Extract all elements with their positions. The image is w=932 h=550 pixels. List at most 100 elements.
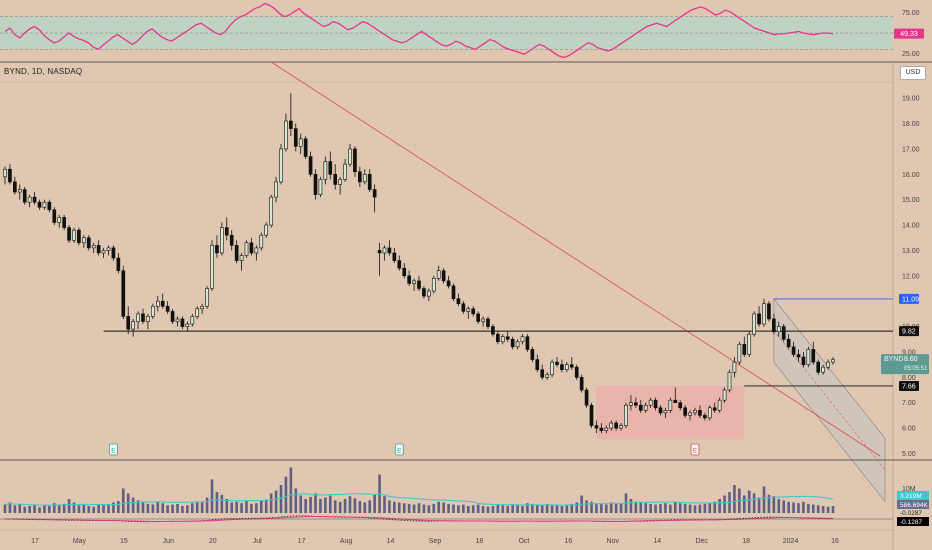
- volume-bar: [476, 504, 480, 513]
- rsi-tick-label: 75.00: [902, 10, 920, 17]
- candle-body: [170, 311, 175, 322]
- candle-body: [451, 285, 456, 299]
- currency-selector[interactable]: USD: [900, 66, 926, 80]
- volume-bar: [521, 506, 524, 513]
- volume-bar: [393, 501, 396, 513]
- volume-bar: [324, 497, 327, 513]
- candle-body: [32, 196, 37, 203]
- volume-bar: [422, 504, 426, 513]
- time-tick-label: 18: [742, 538, 750, 545]
- volume-bar: [609, 502, 613, 513]
- volume-bar: [348, 496, 352, 513]
- candle-body: [643, 404, 648, 411]
- candle-body: [303, 138, 308, 157]
- volume-bar: [388, 500, 391, 513]
- volume-bar: [264, 499, 268, 513]
- volume-bar: [225, 499, 229, 513]
- candle-body: [205, 288, 209, 307]
- candle-body: [446, 280, 451, 287]
- candle-body: [496, 333, 500, 343]
- candle-body: [486, 318, 490, 327]
- candle-body: [441, 270, 446, 282]
- candle-body: [772, 318, 776, 332]
- volume-bar: [240, 503, 243, 513]
- volume-bar: [826, 506, 830, 513]
- volume-bar: [151, 504, 155, 513]
- macd-badge: [897, 509, 929, 517]
- volume-bar: [181, 506, 184, 513]
- volume-bar: [762, 486, 766, 513]
- volume-bar: [452, 504, 455, 513]
- volume-bar: [43, 505, 46, 513]
- candle-body: [392, 252, 397, 261]
- price-tick-label: 13.00: [902, 248, 920, 255]
- time-tick-label: Jul: [253, 538, 262, 545]
- candle-body: [683, 407, 687, 416]
- candle-body: [481, 318, 485, 322]
- candle-body: [155, 300, 160, 307]
- price-tick-label: 8.00: [902, 375, 916, 382]
- trendline: [270, 61, 881, 457]
- volume-bar: [747, 490, 751, 513]
- candle-body: [693, 410, 697, 414]
- candle-body: [72, 229, 76, 241]
- candle-body: [328, 161, 333, 175]
- candle-body: [358, 171, 362, 183]
- candle-body: [791, 346, 796, 355]
- symbol-title: BYND, 1D, NASDAQ: [4, 67, 83, 76]
- candle-body: [530, 349, 535, 360]
- candle-body: [555, 361, 559, 365]
- volume-bar: [831, 506, 835, 513]
- volume-bar: [555, 505, 559, 513]
- volume-bar: [807, 503, 810, 513]
- candle-body: [116, 257, 121, 272]
- candle-body: [402, 267, 407, 277]
- volume-bar: [33, 504, 36, 513]
- volume-bar: [230, 502, 234, 513]
- volume-bar: [82, 503, 86, 513]
- candle-body: [284, 120, 288, 150]
- candles: [3, 93, 835, 434]
- candle-body: [540, 369, 545, 378]
- candle-body: [762, 303, 766, 325]
- candle-body: [210, 245, 214, 289]
- price-axis-ticks: 19.00 18.00 17.00 16.00 15.00 14.00 13.00 12.00…: [902, 96, 920, 458]
- candle-body: [367, 173, 372, 190]
- volume-bar: [501, 505, 505, 513]
- time-tick-label: Dec: [695, 538, 708, 545]
- candle-body: [343, 163, 347, 180]
- volume-bar: [486, 506, 490, 513]
- time-tick-label: 2024: [783, 538, 799, 545]
- candle-body: [160, 300, 165, 307]
- volume-bar: [471, 505, 475, 513]
- candle-body: [27, 196, 32, 203]
- candle-body: [338, 179, 342, 185]
- candle-body: [323, 161, 328, 180]
- volume-bar: [299, 495, 303, 513]
- volume-bar: [368, 500, 372, 513]
- rsi-tick-label: 25.00: [902, 51, 920, 58]
- price-pane: 19.00 18.00 17.00 16.00 15.00 14.00 13.00 12.00…: [0, 61, 929, 550]
- candle-body: [185, 323, 190, 327]
- volume-bar: [250, 503, 253, 513]
- time-tick-label: 17: [31, 538, 39, 545]
- volume-bar: [457, 505, 460, 513]
- candle-body: [151, 305, 155, 317]
- candle-body: [279, 148, 283, 183]
- earnings-letter: E: [397, 448, 402, 455]
- price-tick-label: 16.00: [902, 172, 920, 179]
- volume-bar: [560, 506, 564, 513]
- volume-bar: [427, 505, 431, 513]
- candle-body: [614, 422, 618, 429]
- volume-bar: [92, 506, 96, 513]
- candle-body: [520, 336, 525, 343]
- candle-body: [609, 422, 614, 429]
- volume-bar: [673, 502, 677, 513]
- candle-body: [146, 316, 150, 322]
- volume-bar: [121, 488, 125, 513]
- candle-body: [195, 308, 200, 317]
- volume-bar: [575, 502, 579, 513]
- volume-bar: [708, 503, 712, 513]
- volume-bar: [816, 505, 820, 513]
